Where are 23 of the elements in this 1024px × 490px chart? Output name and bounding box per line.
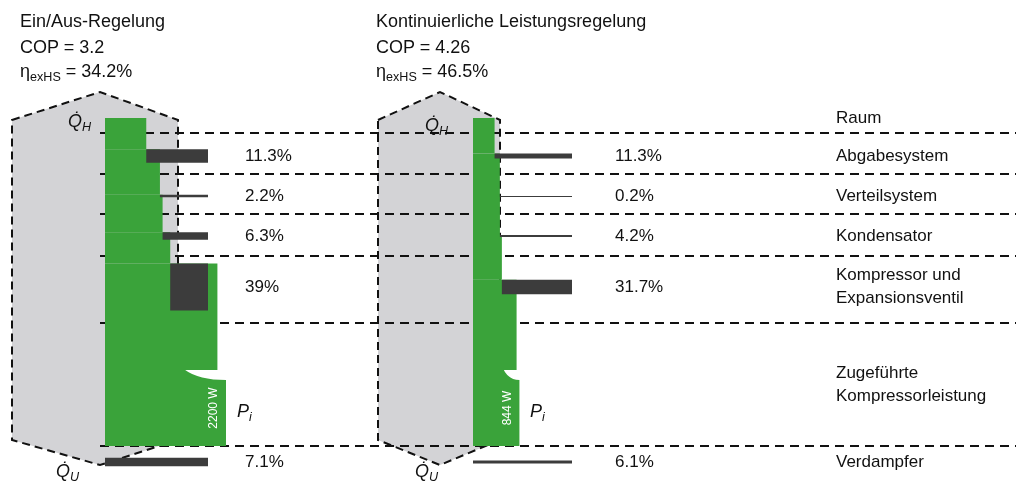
category-label: Kompressor und Expansionsventil: [836, 265, 964, 308]
text: Ein/Aus-Regelung: [20, 10, 166, 31]
data-label: 4.2%: [615, 225, 654, 245]
data-label: 2.2%: [245, 185, 284, 205]
data-label: 31.7%: [615, 276, 664, 296]
data-label: 844 W: [499, 389, 514, 426]
category-label: Zugeführte Kompressorleistung: [836, 363, 987, 406]
data-label: 11.3%: [615, 145, 662, 165]
data-label: 7.1%: [245, 451, 284, 471]
data-label: 39%: [245, 276, 280, 296]
category-label: Abgabesystem: [836, 145, 949, 165]
data-label: 6.1%: [615, 451, 654, 471]
category-label: Verdampfer: [836, 451, 925, 471]
data-label: 0.2%: [615, 185, 654, 205]
data-label: 6.3%: [245, 225, 284, 245]
category-label: Kondensator: [836, 225, 933, 245]
data-label: 2200 W: [206, 386, 221, 429]
text: COP = 4.26: [376, 36, 471, 57]
category-label: Raum: [836, 107, 882, 127]
data-label: 11.3%: [245, 145, 292, 165]
text: COP = 3.2: [20, 36, 105, 57]
category-label: Verteilsystem: [836, 185, 938, 205]
text: Kontinuierliche Leistungsregelung: [376, 10, 647, 31]
